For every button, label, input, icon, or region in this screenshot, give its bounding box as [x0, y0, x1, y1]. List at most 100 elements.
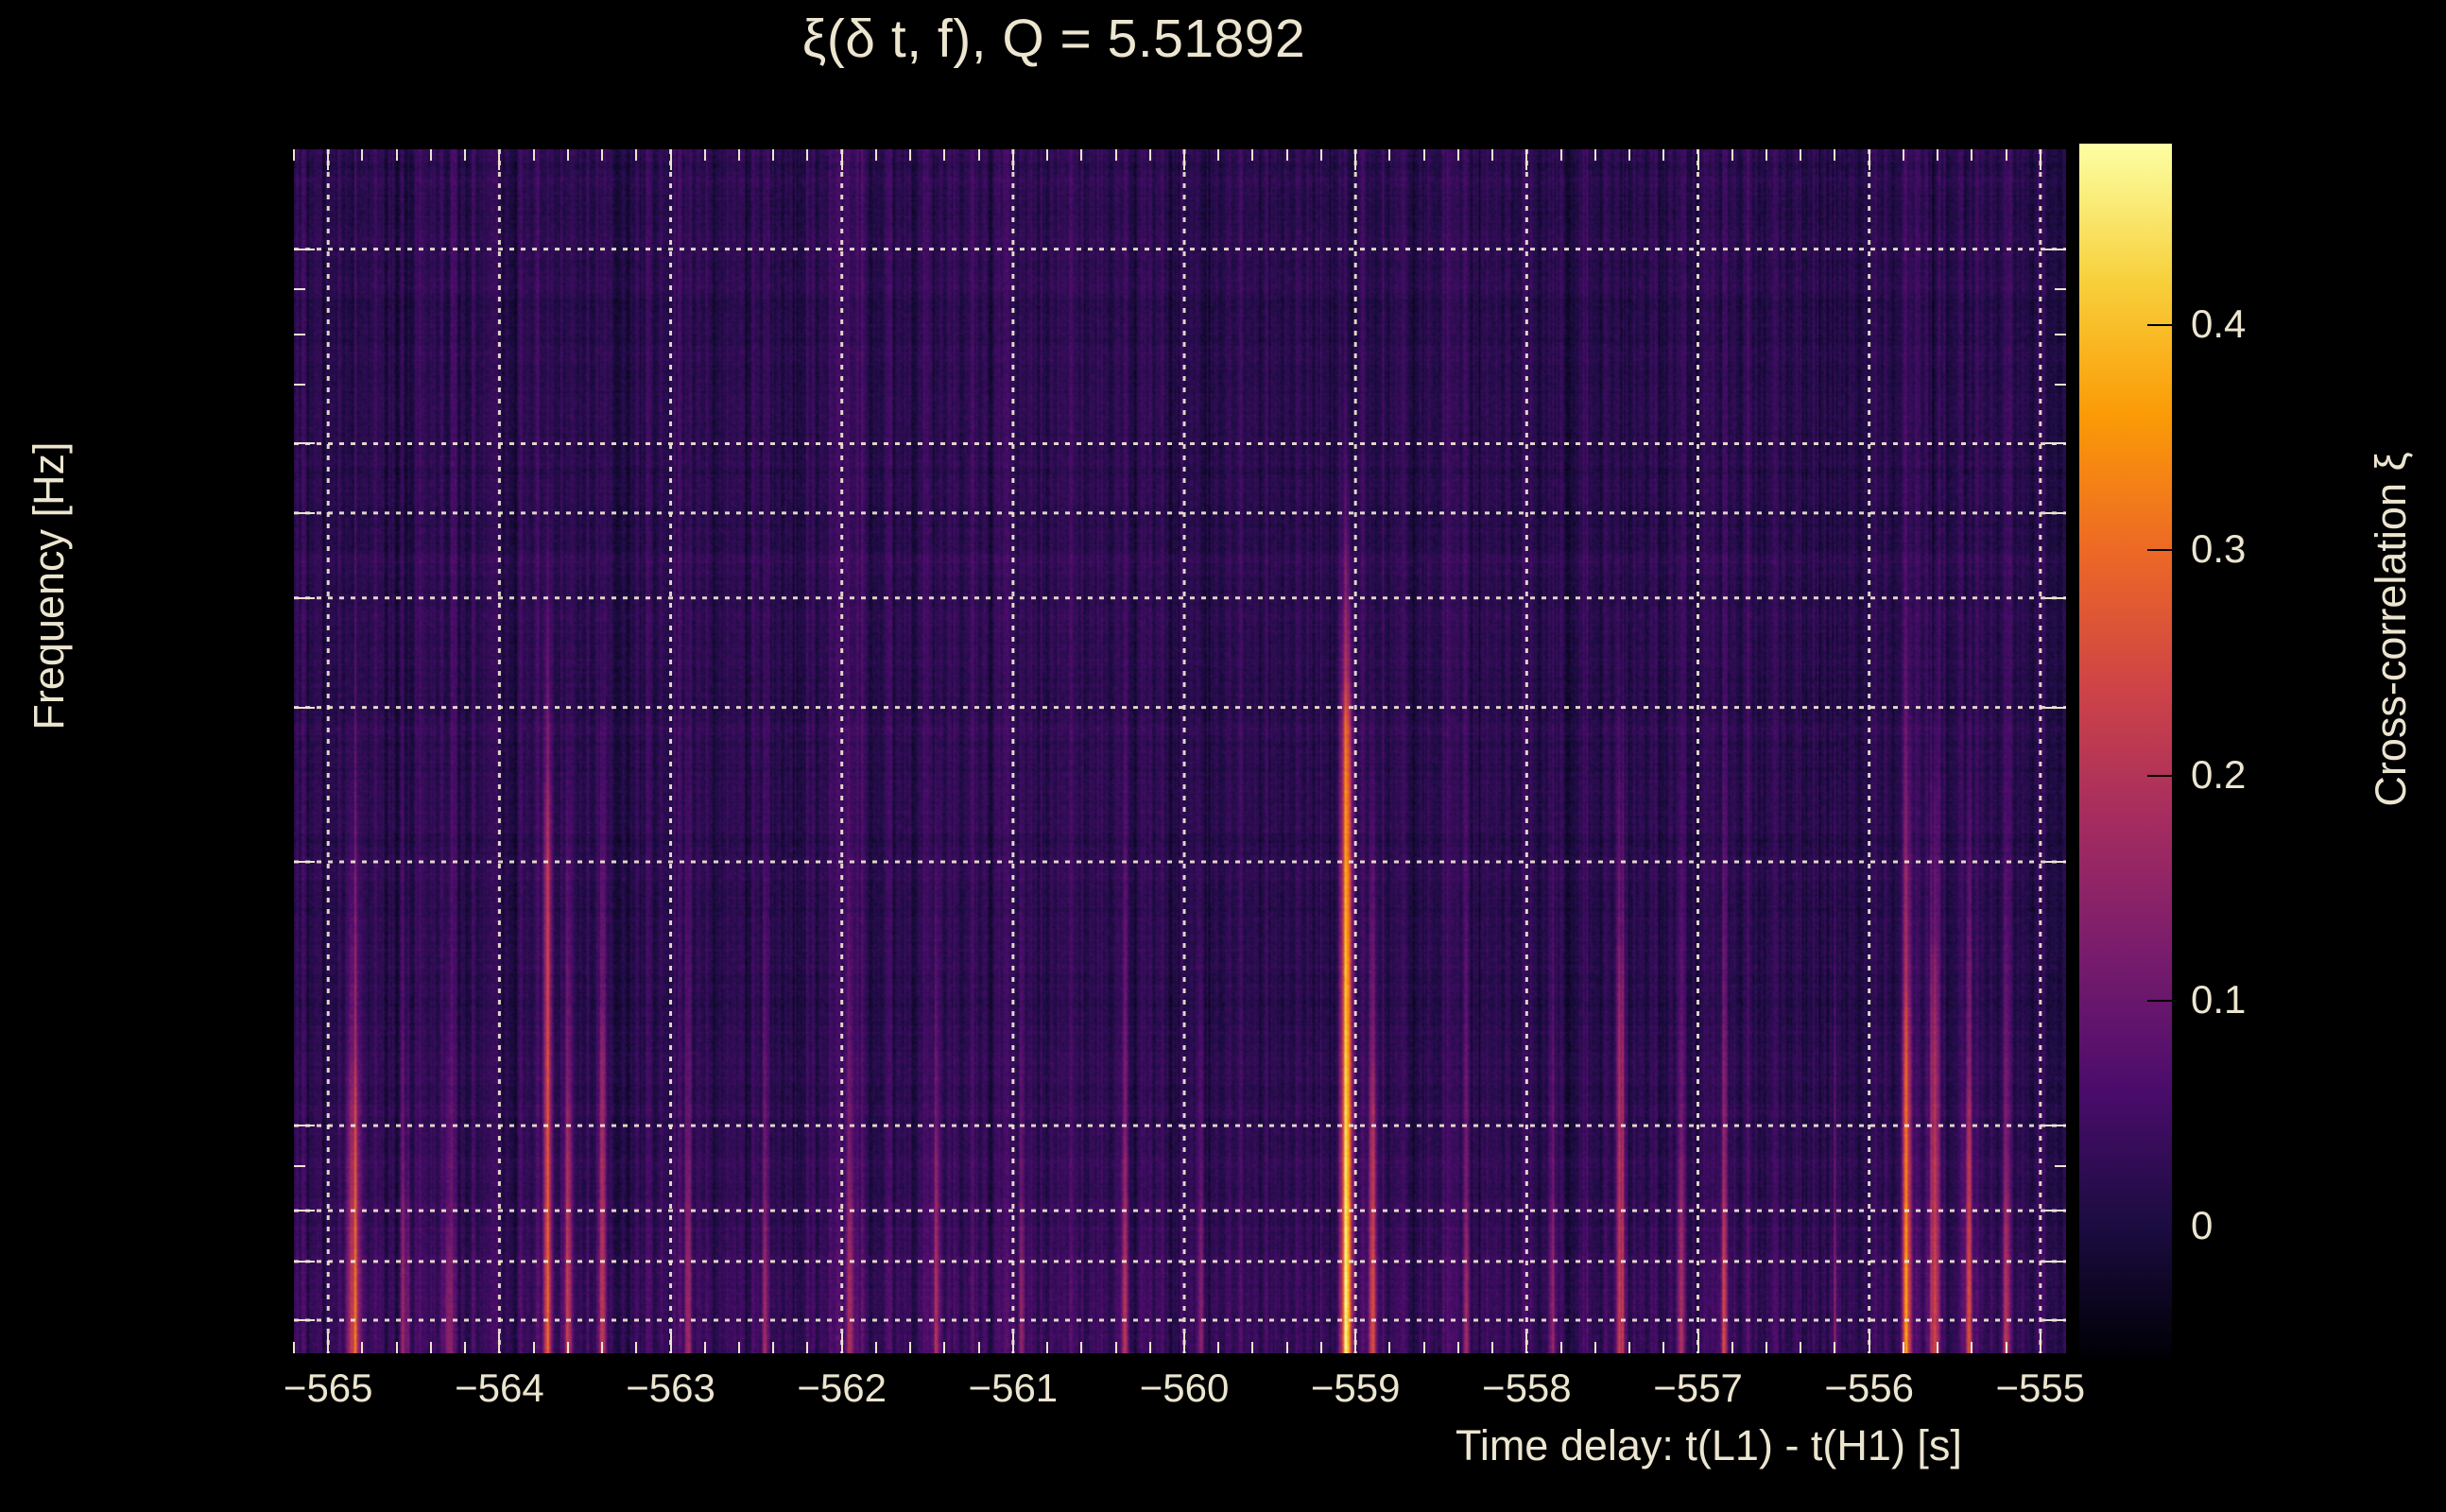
x-tick-minor	[1800, 1342, 1802, 1353]
x-tick-major	[327, 1332, 330, 1353]
y-tick-minor	[294, 860, 305, 863]
x-tick-minor-top	[1937, 149, 1939, 161]
x-tick-label: −555	[1995, 1366, 2086, 1410]
x-tick-major-top	[2039, 149, 2041, 170]
y-tick-minor-right	[2055, 596, 2066, 599]
x-tick-minor	[909, 1342, 912, 1353]
x-tick-minor-top	[1628, 149, 1631, 161]
x-tick-minor-top	[909, 149, 912, 161]
x-tick-minor	[1834, 1342, 1836, 1353]
x-tick-major-top	[1354, 149, 1357, 170]
x-tick-label: −565	[283, 1366, 373, 1410]
y-tick-minor	[294, 1125, 305, 1127]
x-tick-label: −564	[455, 1366, 544, 1410]
y-tick-minor	[294, 288, 305, 291]
x-tick-minor-top	[532, 149, 535, 161]
x-tick-minor-top	[1902, 149, 1904, 161]
x-tick-major	[1525, 1332, 1528, 1353]
x-tick-minor	[601, 1342, 604, 1353]
x-tick-minor	[1559, 1342, 1562, 1353]
colorbar-title: Cross-correlation ξ	[2367, 452, 2415, 807]
x-tick-minor-top	[1046, 149, 1049, 161]
x-tick-minor	[1080, 1342, 1083, 1353]
x-tick-minor	[874, 1342, 877, 1353]
x-tick-minor-top	[566, 149, 569, 161]
x-tick-minor-top	[1731, 149, 1733, 161]
y-tick-minor-right	[2055, 1164, 2066, 1167]
y-axis-title: Frequency [Hz]	[25, 441, 73, 730]
y-tick-minor-right	[2055, 1318, 2066, 1321]
colorbar-gradient	[2079, 144, 2172, 1361]
x-tick-minor	[1217, 1342, 1220, 1353]
x-tick-minor	[1388, 1342, 1391, 1353]
y-tick-minor-right	[2055, 511, 2066, 514]
x-tick-minor-top	[1319, 149, 1322, 161]
y-tick-minor-right	[2055, 860, 2066, 863]
x-tick-minor	[566, 1342, 569, 1353]
x-tick-minor-top	[1456, 149, 1459, 161]
x-tick-minor-top	[1148, 149, 1151, 161]
x-tick-minor-top	[429, 149, 432, 161]
x-tick-minor	[429, 1342, 432, 1353]
x-tick-minor	[293, 1342, 295, 1353]
x-tick-major-top	[498, 149, 501, 170]
x-tick-major	[1011, 1332, 1014, 1353]
colorbar-tick-label: 0.2	[2191, 751, 2247, 797]
y-tick-minor-right	[2055, 1260, 2066, 1263]
y-tick-minor	[294, 333, 305, 335]
x-tick-minor-top	[1593, 149, 1596, 161]
x-tick-minor-top	[806, 149, 809, 161]
colorbar-tick-label: 0	[2191, 1202, 2213, 1247]
x-tick-minor	[532, 1342, 535, 1353]
x-tick-label: −556	[1824, 1366, 1914, 1410]
x-tick-minor	[1456, 1342, 1459, 1353]
x-tick-minor-top	[395, 149, 398, 161]
x-tick-major	[2039, 1332, 2041, 1353]
x-tick-minor	[1046, 1342, 1049, 1353]
x-tick-minor-top	[1422, 149, 1425, 161]
x-tick-minor	[1319, 1342, 1322, 1353]
colorbar-tick-label: 0.4	[2191, 301, 2247, 346]
x-tick-major-top	[1011, 149, 1014, 170]
x-tick-minor	[395, 1342, 398, 1353]
page-title: ξ(δ t, f), Q = 5.51892	[801, 9, 1306, 69]
y-tick-minor	[294, 1260, 305, 1263]
x-tick-minor	[361, 1342, 364, 1353]
x-tick-minor	[1422, 1342, 1425, 1353]
x-tick-minor	[703, 1342, 706, 1353]
x-tick-minor	[2005, 1342, 2007, 1353]
x-tick-minor-top	[293, 149, 295, 161]
x-tick-minor-top	[1491, 149, 1494, 161]
x-tick-minor-top	[977, 149, 980, 161]
x-tick-label: −561	[968, 1366, 1059, 1410]
colorbar-tick-label: 0.1	[2191, 977, 2247, 1022]
y-tick-minor	[294, 442, 305, 445]
x-tick-minor	[1251, 1342, 1254, 1353]
y-tick-minor-right	[2055, 1210, 2066, 1212]
y-tick-minor-right	[2055, 706, 2066, 709]
x-tick-minor	[1662, 1342, 1665, 1353]
x-tick-minor	[1971, 1342, 1973, 1353]
y-tick-minor-right	[2055, 333, 2066, 335]
x-tick-minor	[977, 1342, 980, 1353]
x-tick-minor-top	[1114, 149, 1117, 161]
colorbar	[2079, 144, 2172, 1361]
y-tick-minor-right	[2055, 248, 2066, 250]
x-tick-major	[1868, 1332, 1870, 1353]
x-tick-major	[1183, 1332, 1186, 1353]
x-tick-minor-top	[1765, 149, 1767, 161]
x-tick-minor-top	[1388, 149, 1391, 161]
y-tick-minor	[294, 384, 305, 387]
y-tick-minor	[294, 1210, 305, 1212]
x-tick-label: −560	[1139, 1366, 1230, 1410]
x-tick-major	[498, 1332, 501, 1353]
x-tick-minor-top	[703, 149, 706, 161]
x-tick-minor-top	[361, 149, 364, 161]
x-tick-minor-top	[2005, 149, 2007, 161]
x-tick-minor	[1114, 1342, 1117, 1353]
x-tick-major	[1354, 1332, 1357, 1353]
x-tick-minor	[943, 1342, 946, 1353]
x-tick-major-top	[840, 149, 843, 170]
x-tick-minor	[635, 1342, 638, 1353]
